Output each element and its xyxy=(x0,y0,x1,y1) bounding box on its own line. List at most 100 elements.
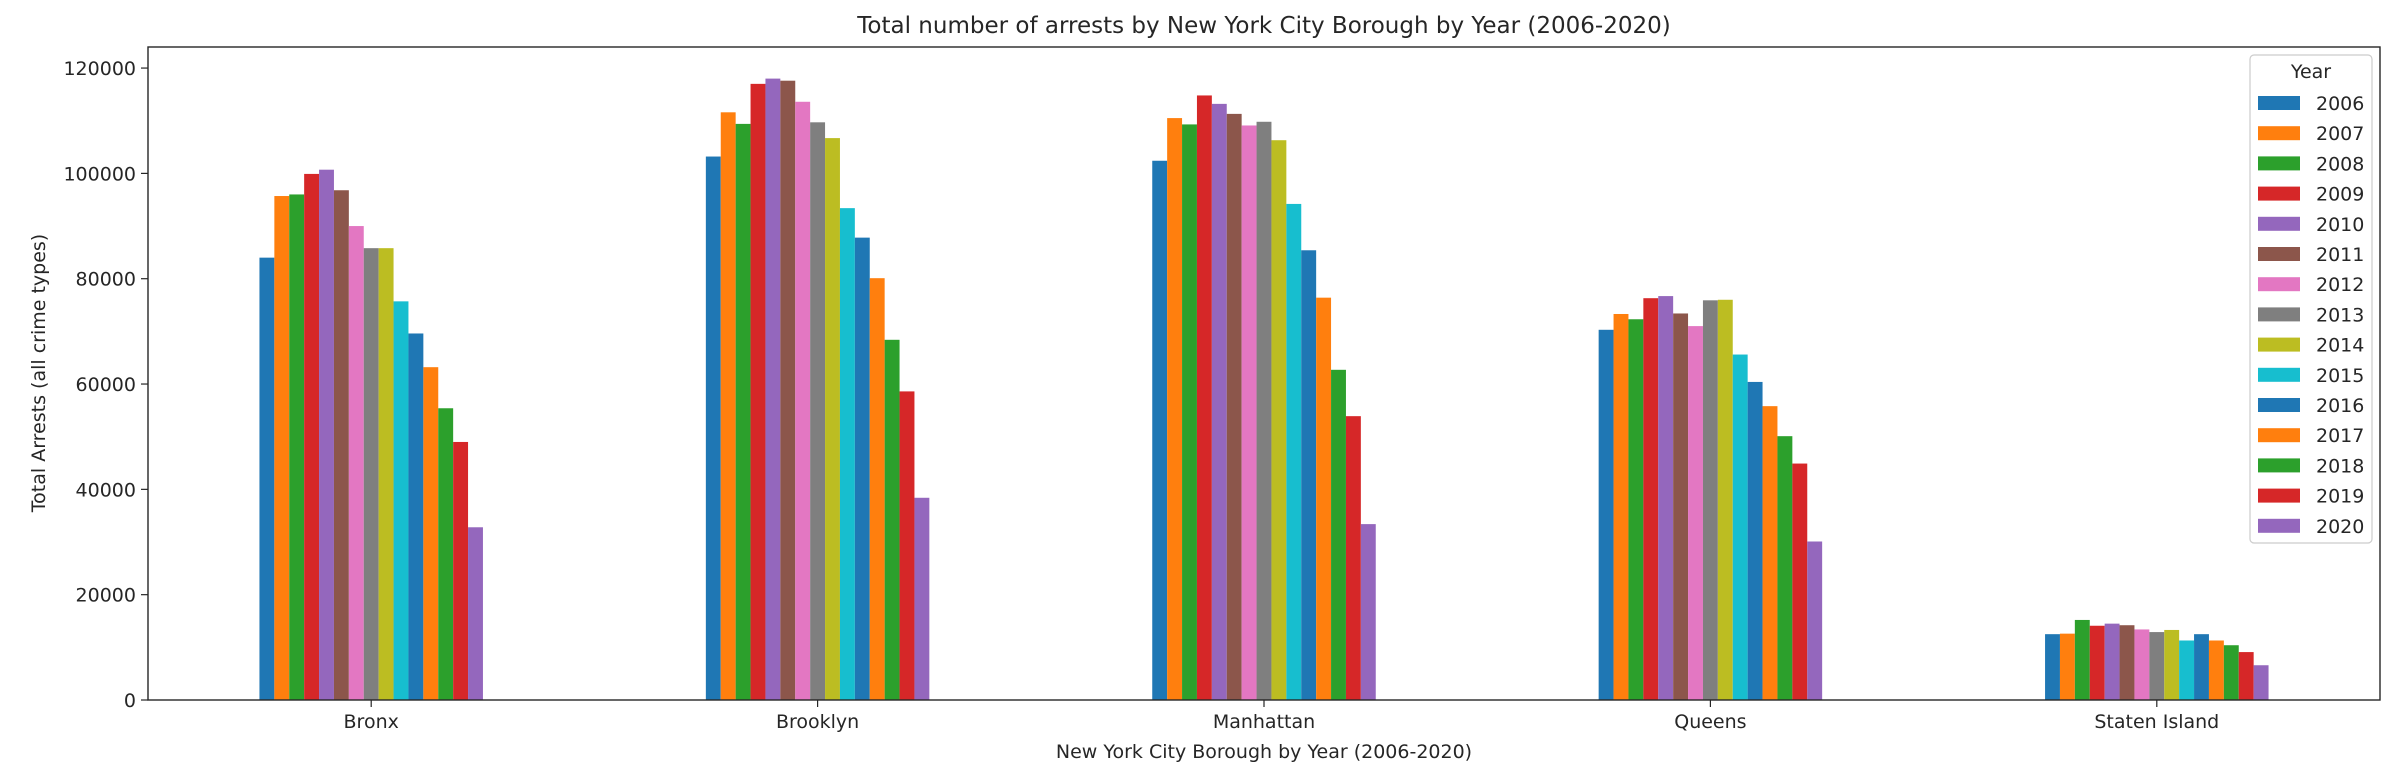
bar xyxy=(1643,298,1659,700)
bar xyxy=(2253,665,2269,700)
bar xyxy=(468,527,483,700)
y-tick-label: 80000 xyxy=(76,269,136,291)
bar xyxy=(2089,625,2105,700)
bar xyxy=(1286,203,1302,700)
bar xyxy=(1345,416,1361,700)
bar xyxy=(735,123,751,700)
legend-label: 2007 xyxy=(2316,123,2364,145)
bar xyxy=(839,208,855,700)
legend-box xyxy=(2249,54,2373,544)
bar xyxy=(2223,645,2239,700)
bar xyxy=(2194,634,2209,700)
bar xyxy=(825,138,840,701)
bar xyxy=(705,156,721,701)
legend-swatch xyxy=(2258,277,2300,292)
y-axis: 0 20000 40000 60000 80000 100000 120000 xyxy=(63,58,148,712)
bar xyxy=(720,112,736,701)
legend-swatch xyxy=(2258,156,2300,171)
bar xyxy=(1167,118,1183,701)
legend-swatch xyxy=(2258,96,2300,110)
bar xyxy=(393,301,409,700)
bar xyxy=(1747,381,1763,700)
bar xyxy=(1777,436,1793,700)
bar xyxy=(1256,121,1272,700)
x-tick-label: Bronx xyxy=(344,711,399,733)
bar xyxy=(1613,313,1629,700)
legend-label: 2016 xyxy=(2316,395,2364,417)
y-tick-label: 120000 xyxy=(63,58,136,80)
legend-title: Year xyxy=(2290,61,2331,83)
bar xyxy=(1226,113,1242,700)
legend-swatch xyxy=(2258,337,2300,352)
chart-title: Total number of arrests by New York City… xyxy=(856,13,1670,39)
bar xyxy=(1271,140,1287,700)
legend-label: 2009 xyxy=(2316,184,2364,206)
plot-frame xyxy=(147,46,2381,701)
legend-label: 2013 xyxy=(2316,304,2364,326)
bar xyxy=(2119,625,2135,700)
bar xyxy=(884,339,900,700)
bars-group xyxy=(259,78,2269,701)
bar xyxy=(1807,541,1823,700)
bar xyxy=(304,173,320,700)
bar xyxy=(1658,296,1674,700)
bar xyxy=(1673,313,1689,700)
y-axis-label: Total Arrests (all crime types) xyxy=(28,234,50,513)
legend-items: 2006 2007 2008 2009 2010 2011 2012 2013 2014 2015… xyxy=(2258,93,2364,538)
bar xyxy=(765,78,781,701)
bar xyxy=(408,333,424,700)
y-tick-label: 0 xyxy=(124,690,136,712)
bar xyxy=(1301,250,1317,700)
bar xyxy=(1211,103,1227,701)
bar xyxy=(274,196,290,700)
legend-label: 2020 xyxy=(2316,516,2364,538)
bar xyxy=(2179,640,2195,700)
legend-swatch xyxy=(2258,247,2300,261)
bar xyxy=(914,497,930,700)
legend-swatch xyxy=(2258,126,2300,141)
y-tick-label: 100000 xyxy=(63,163,136,185)
bar xyxy=(899,391,915,700)
legend-label: 2011 xyxy=(2316,244,2364,266)
bar xyxy=(1152,160,1168,700)
bar xyxy=(1628,319,1644,700)
bar xyxy=(2104,623,2120,700)
legend-swatch xyxy=(2258,307,2300,322)
bar xyxy=(1792,463,1808,700)
legend-swatch xyxy=(2258,398,2300,412)
legend-label: 2019 xyxy=(2316,486,2364,508)
legend-swatch xyxy=(2258,216,2300,231)
bar xyxy=(1360,524,1376,700)
legend-label: 2018 xyxy=(2316,455,2364,477)
legend-swatch xyxy=(2258,367,2300,382)
bar xyxy=(2208,640,2224,700)
bar xyxy=(1316,297,1332,700)
bar xyxy=(2164,629,2180,700)
legend-label: 2006 xyxy=(2316,93,2364,115)
bar xyxy=(363,248,379,701)
legend-label: 2014 xyxy=(2316,335,2364,357)
bar xyxy=(259,257,275,700)
legend-label: 2012 xyxy=(2316,274,2364,296)
bar xyxy=(423,367,439,700)
bar xyxy=(810,122,826,700)
bar xyxy=(1182,124,1197,700)
bar xyxy=(289,194,305,700)
legend-label: 2015 xyxy=(2316,365,2364,387)
legend: Year 2006 2007 2008 2009 2010 2011 2012 2013 201… xyxy=(2249,54,2373,544)
legend-swatch xyxy=(2258,488,2300,503)
bar xyxy=(780,80,796,700)
bar xyxy=(750,83,766,701)
bar xyxy=(2149,632,2165,700)
x-tick-label: Brooklyn xyxy=(776,711,859,733)
bar xyxy=(319,169,334,700)
bar xyxy=(2045,634,2060,700)
bar xyxy=(2059,633,2075,700)
legend-swatch xyxy=(2258,186,2300,201)
bar xyxy=(333,190,349,701)
legend-label: 2010 xyxy=(2316,214,2364,236)
x-axis-label: New York City Borough by Year (2006-2020… xyxy=(1056,741,1472,763)
bar xyxy=(1331,369,1346,700)
legend-swatch xyxy=(2258,428,2300,443)
